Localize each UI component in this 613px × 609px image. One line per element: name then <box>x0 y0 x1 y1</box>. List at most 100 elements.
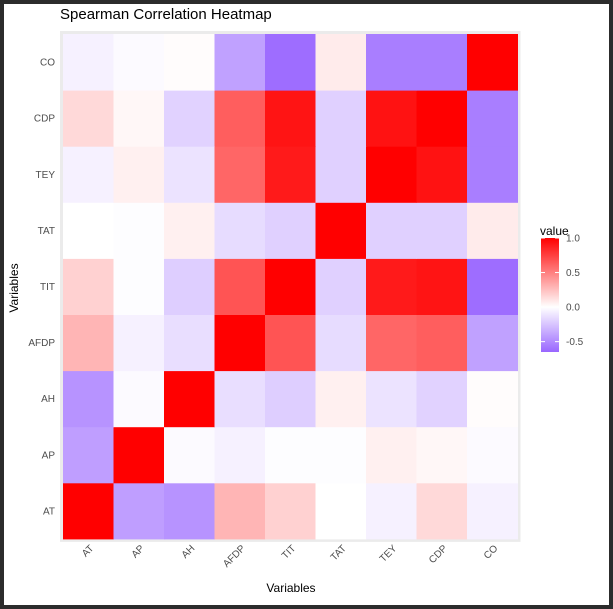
heatmap-cell-cdp-tit <box>265 90 316 147</box>
x-tick-label: TEY <box>378 543 400 565</box>
heatmap-cell-at-cdp <box>416 482 468 540</box>
heatmap-cell-tat-tit <box>265 202 316 259</box>
heatmap-cell-tat-ah <box>164 202 215 259</box>
heatmap-cell-tey-afdp <box>214 146 266 203</box>
heatmap-cell-tey-cdp <box>416 146 468 203</box>
heatmap-cell-ap-tit <box>265 426 316 484</box>
y-tick-label: AFDP <box>28 338 55 349</box>
y-tick-label: TIT <box>40 282 55 293</box>
heatmap-cell-cdp-tat <box>315 90 367 147</box>
heatmap-cell-tey-ap <box>113 146 165 203</box>
heatmap-cell-tey-tit <box>265 146 316 203</box>
x-tick-label: AH <box>180 543 198 561</box>
heatmap-cell-tat-at <box>63 202 114 259</box>
x-tick-label: AP <box>130 543 147 560</box>
heatmap-cell-cdp-ap <box>113 90 165 147</box>
heatmap-cell-tat-ap <box>113 202 165 259</box>
heatmap-cell-ah-cdp <box>416 370 468 428</box>
heatmap-cell-tit-cdp <box>416 258 468 315</box>
heatmap-cell-ap-afdp <box>214 426 266 484</box>
heatmap-cell-tey-co <box>467 146 518 203</box>
heatmap-cell-afdp-co <box>467 314 518 372</box>
legend-tick-label: -0.5 <box>566 337 584 348</box>
heatmap-cell-co-ah <box>164 34 215 91</box>
heatmap-cell-co-afdp <box>214 34 266 91</box>
heatmap-cells <box>63 34 518 540</box>
heatmap-cell-tit-tat <box>315 258 367 315</box>
heatmap-cell-at-tey <box>366 482 417 540</box>
x-tick-label: AFDP <box>221 543 248 570</box>
heatmap-cell-tit-tit <box>265 258 316 315</box>
heatmap-cell-tat-afdp <box>214 202 266 259</box>
heatmap-cell-tit-tey <box>366 258 417 315</box>
heatmap-cell-at-tat <box>315 482 367 540</box>
heatmap-cell-tit-ap <box>113 258 165 315</box>
x-tick-label: TIT <box>280 543 298 561</box>
heatmap-cell-at-ah <box>164 482 215 540</box>
x-tick-label: CDP <box>427 543 450 566</box>
x-tick-label: AT <box>80 543 96 559</box>
heatmap-cell-co-cdp <box>416 34 468 91</box>
legend-colorbar <box>541 238 559 352</box>
heatmap-cell-afdp-tat <box>315 314 367 372</box>
heatmap-cell-co-tat <box>315 34 367 91</box>
heatmap-cell-tey-tey <box>366 146 417 203</box>
heatmap-cell-cdp-ah <box>164 90 215 147</box>
y-tick-labels: AT AP AH AFDP TIT TAT TEY CDP CO <box>28 58 55 518</box>
heatmap-cell-ap-co <box>467 426 518 484</box>
heatmap-cell-ah-afdp <box>214 370 266 428</box>
heatmap-cell-tey-ah <box>164 146 215 203</box>
heatmap-cell-tit-at <box>63 258 114 315</box>
heatmap-cell-ah-tey <box>366 370 417 428</box>
heatmap-cell-afdp-tey <box>366 314 417 372</box>
y-tick-label: TAT <box>38 226 55 237</box>
legend-title: value <box>540 224 569 238</box>
heatmap-cell-cdp-afdp <box>214 90 266 147</box>
heatmap-cell-ah-tat <box>315 370 367 428</box>
heatmap-cell-afdp-tit <box>265 314 316 372</box>
y-tick-label: AP <box>42 450 56 461</box>
heatmap-cell-ap-tat <box>315 426 367 484</box>
heatmap-cell-tey-tat <box>315 146 367 203</box>
y-tick-label: CO <box>40 58 55 69</box>
heatmap-cell-at-ap <box>113 482 165 540</box>
heatmap-cell-tat-tey <box>366 202 417 259</box>
heatmap-cell-at-afdp <box>214 482 266 540</box>
heatmap-cell-co-ap <box>113 34 165 91</box>
heatmap-cell-at-tit <box>265 482 316 540</box>
heatmap-cell-ap-ap <box>113 426 165 484</box>
heatmap-cell-afdp-ap <box>113 314 165 372</box>
x-tick-labels: AT AP AH AFDP TIT TAT TEY CDP CO <box>80 543 500 570</box>
heatmap-cell-tit-ah <box>164 258 215 315</box>
legend-tick-label: 1.0 <box>566 234 580 245</box>
y-tick-label: TEY <box>36 170 56 181</box>
heatmap-cell-tat-tat <box>315 202 367 259</box>
x-axis-title: Variables <box>266 581 315 595</box>
heatmap-cell-tat-cdp <box>416 202 468 259</box>
heatmap-cell-at-co <box>467 482 518 540</box>
heatmap-cell-afdp-ah <box>164 314 215 372</box>
y-axis-title: Variables <box>7 263 21 312</box>
heatmap-cell-ap-cdp <box>416 426 468 484</box>
y-tick-label: AT <box>43 506 55 517</box>
heatmap-cell-cdp-co <box>467 90 518 147</box>
heatmap-cell-afdp-cdp <box>416 314 468 372</box>
heatmap-cell-afdp-at <box>63 314 114 372</box>
heatmap-cell-ah-at <box>63 370 114 428</box>
legend-tick-label: 0.0 <box>566 303 580 314</box>
heatmap-cell-ap-at <box>63 426 114 484</box>
heatmap-cell-cdp-at <box>63 90 114 147</box>
color-legend: value 1.0 0.5 0.0 -0.5 <box>540 224 584 352</box>
chart-title: Spearman Correlation Heatmap <box>60 6 272 23</box>
x-tick-label: TAT <box>329 543 349 563</box>
heatmap-cell-co-co <box>467 34 518 91</box>
heatmap-cell-tit-afdp <box>214 258 266 315</box>
heatmap-cell-co-tit <box>265 34 316 91</box>
heatmap-cell-ap-ah <box>164 426 215 484</box>
y-tick-label: CDP <box>34 114 55 125</box>
x-tick-label: CO <box>482 543 501 562</box>
y-tick-label: AH <box>41 394 55 405</box>
heatmap-cell-cdp-tey <box>366 90 417 147</box>
heatmap-cell-co-at <box>63 34 114 91</box>
